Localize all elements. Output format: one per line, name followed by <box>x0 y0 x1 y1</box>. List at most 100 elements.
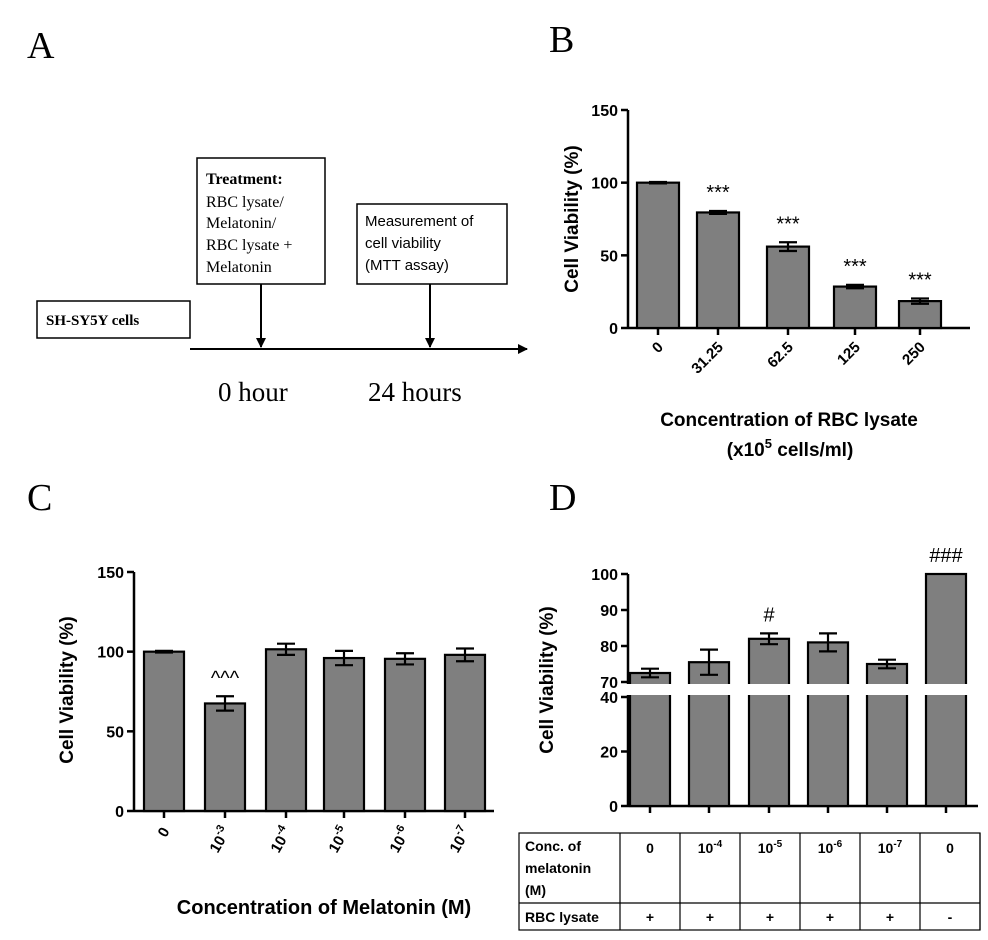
panel-c-ylabel: Cell Viability (%) <box>57 616 78 763</box>
panel-b-xtick-label-3: 125 <box>834 339 864 369</box>
treatment-line-2: Melatonin/ <box>206 215 277 232</box>
panel-b-bar-4 <box>897 300 943 330</box>
panel-d-table-conc-sup-3: -6 <box>833 839 842 850</box>
measurement-line-1: Measurement of <box>365 213 474 230</box>
panel-d-axis-break <box>625 684 981 695</box>
panel-b-xtick-label-1: 31.25 <box>688 339 727 378</box>
panel-c-ytick-label-1: 50 <box>106 724 124 741</box>
panel-d-ytick-label-0: 0 <box>609 799 618 816</box>
panel-c-bar-5 <box>443 653 487 813</box>
panel-c-bar-4 <box>383 657 427 813</box>
panel-c-xtick-label-2: 10-4 <box>265 822 296 856</box>
treatment-line-4: Melatonin <box>206 259 272 276</box>
panel-c-annotation-1: ^^^ <box>211 667 240 689</box>
panel-b-xlabel-line1: Concentration of RBC lysate <box>660 410 918 431</box>
panel-d-ytick-label-4: 80 <box>600 639 618 656</box>
panel-b-xlabel-line2: (x105 cells/ml) <box>727 436 854 461</box>
panel-c-xlabel: Concentration of Melatonin (M) <box>177 897 471 919</box>
panel-c-xtick-base-1: 10 <box>207 833 230 856</box>
treatment-line-1: RBC lysate/ <box>206 194 284 211</box>
panel-d-table-conc-2: 10-5 <box>758 839 783 856</box>
panel-c-bar-1 <box>203 702 247 813</box>
panel-d-table-conc-4: 10-7 <box>878 839 903 856</box>
time-label-24h: 24 hours <box>368 377 462 407</box>
panel-d-bar-1 <box>687 661 731 808</box>
panel-b-bar-2 <box>765 245 811 330</box>
panel-c-xaxis: 0 10-3 10-4 10-5 10-6 10-7 <box>155 811 475 856</box>
panel-d-ytick-label-5: 90 <box>600 603 618 620</box>
measurement-line-3: (MTT assay) <box>365 257 449 274</box>
panel-d-ytick-label-1: 20 <box>600 745 618 762</box>
panel-d-table-conc-0: 0 <box>646 840 654 856</box>
panel-d-table-conc-sup-4: -7 <box>893 839 902 850</box>
panel-c-yaxis: 0 50 100 150 <box>97 565 494 821</box>
panel-c-xtick-base-2: 10 <box>268 833 291 856</box>
panel-b-annotation-3: *** <box>843 256 867 278</box>
panel-label-c: C <box>27 477 52 519</box>
measurement-line-2: cell viability <box>365 235 441 252</box>
panel-c-xtick-label-5: 10-7 <box>444 823 475 856</box>
panel-d-table-row2-label: RBC lysate <box>525 909 599 925</box>
treatment-title: Treatment: <box>206 171 283 188</box>
panel-d-table-row1-label-2: (M) <box>525 882 546 898</box>
panel-b-xtick-label-4: 250 <box>899 339 929 369</box>
panel-d-bar-3 <box>806 641 850 808</box>
panel-d-bar-2 <box>747 637 791 808</box>
panel-d-table-rbc-5: - <box>948 909 953 925</box>
panel-d-table-conc-base-4: 10 <box>878 840 894 856</box>
panel-b-ytick-label-1: 50 <box>600 248 618 265</box>
treatment-line-3: RBC lysate + <box>206 237 292 254</box>
panel-c-bar-3 <box>322 656 366 813</box>
panel-d-table-row1-label-1: melatonin <box>525 860 591 876</box>
panel-d-table-rbc-3: + <box>826 909 834 925</box>
panel-a-schematic: SH-SY5Y cells Treatment: RBC lysate/ Mel… <box>36 157 528 407</box>
panel-d-table-rbc-1: + <box>706 909 714 925</box>
panel-c-xtick-base-0: 0 <box>155 825 174 841</box>
panel-d-table-conc-base-5: 0 <box>946 840 954 856</box>
panel-d-bars: #### <box>625 545 981 813</box>
panel-b-xlabel-sup: 5 <box>765 436 772 451</box>
cell-box <box>36 300 191 339</box>
panel-d-ytick-label-6: 100 <box>591 567 618 584</box>
panel-label-a: A <box>27 25 55 67</box>
panel-b-xlabel-pre: (x10 <box>727 440 765 461</box>
panel-c-xtick-base-5: 10 <box>447 833 470 856</box>
panel-d-table-conc-1: 10-4 <box>698 839 723 856</box>
panel-b-ytick-label-3: 150 <box>591 103 618 120</box>
panel-d-table-conc-3: 10-6 <box>818 839 843 856</box>
panel-c-bar-2 <box>264 648 308 813</box>
panel-b-annotation-2: *** <box>776 213 800 235</box>
panel-d-table-conc-sup-1: -4 <box>713 839 722 850</box>
panel-b-ylabel: Cell Viability (%) <box>562 145 583 292</box>
panel-b-annotation-1: *** <box>706 182 730 204</box>
panel-d-annotation-2: # <box>763 604 775 626</box>
panel-d-table-row1-label-0: Conc. of <box>525 838 581 854</box>
panel-b-annotation-4: *** <box>908 269 932 291</box>
panel-c-ytick-label-2: 100 <box>97 645 124 662</box>
panel-d-table-conc-base-1: 10 <box>698 840 714 856</box>
panel-d-table-conc-base-0: 0 <box>646 840 654 856</box>
panel-c-xtick-label-1: 10-3 <box>204 823 235 856</box>
treatment-box <box>196 157 326 285</box>
panel-b-xtick-label-0: 0 <box>649 339 667 357</box>
panel-label-d: D <box>549 477 576 519</box>
panel-c-bars: ^^^ <box>142 642 487 813</box>
panel-b-ytick-label-2: 100 <box>591 176 618 193</box>
panel-d-table-rbc-2: + <box>766 909 774 925</box>
panel-c-ytick-label-0: 0 <box>115 804 124 821</box>
panel-d-ytick-label-3: 70 <box>600 675 618 692</box>
panel-d-ylabel: Cell Viability (%) <box>537 606 558 753</box>
panel-b-ytick-label-0: 0 <box>609 321 618 338</box>
cell-box-label: SH-SY5Y cells <box>46 313 139 329</box>
panel-b-bar-3 <box>832 285 878 330</box>
panel-b-xlabel-post: cells/ml) <box>772 440 853 461</box>
panel-d-table-rbc-0: + <box>646 909 654 925</box>
panel-label-b: B <box>549 19 574 61</box>
panel-c-xtick-label-4: 10-6 <box>384 823 415 856</box>
panel-c-bar-0 <box>142 650 186 813</box>
